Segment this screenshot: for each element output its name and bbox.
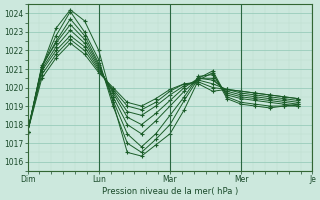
X-axis label: Pression niveau de la mer( hPa ): Pression niveau de la mer( hPa ) xyxy=(102,187,238,196)
